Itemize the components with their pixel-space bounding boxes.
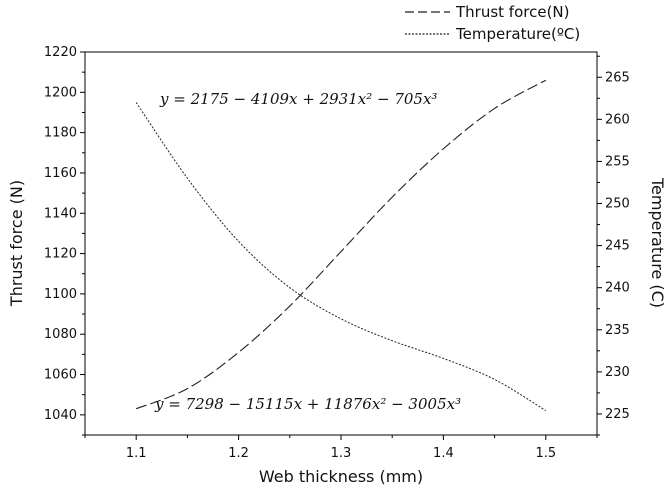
x-tick-label: 1.4 — [433, 446, 454, 461]
left-tick-label: 1140 — [44, 206, 77, 221]
right-tick-label: 240 — [605, 281, 630, 296]
left-tick-label: 1100 — [44, 287, 77, 302]
legend: Thrust force(N) Temperature(ºC) — [405, 3, 580, 43]
plot-area-frame — [84, 51, 598, 436]
x-axis-title: Web thickness (mm) — [259, 467, 423, 486]
left-tick-label: 1160 — [44, 166, 77, 181]
series-line-thrust-force — [135, 79, 547, 410]
right-tick-label: 230 — [605, 365, 630, 380]
legend-label-thrust: Thrust force(N) — [455, 3, 570, 21]
left-tick-label: 1220 — [44, 45, 77, 60]
axes-ticks: 1.1 1.2 1.3 1.4 1.5 1040 1060 1080 1100 1120 1140 1… — [44, 45, 630, 461]
right-tick-label: 255 — [605, 154, 630, 169]
equation-thrust-force: y = 2175 − 4109x + 2931x² − 705x³ — [159, 90, 437, 108]
x-tick-label: 1.3 — [331, 446, 352, 461]
right-tick-label: 260 — [605, 112, 630, 127]
left-axis-title: Thrust force (N) — [7, 180, 26, 307]
left-tick-label: 1040 — [44, 408, 77, 423]
left-tick-label: 1180 — [44, 126, 77, 141]
left-tick-label: 1080 — [44, 327, 77, 342]
right-tick-label: 265 — [605, 70, 630, 85]
right-tick-label: 250 — [605, 197, 630, 212]
x-tick-label: 1.2 — [228, 446, 249, 461]
series-lines — [135, 79, 547, 412]
left-tick-label: 1060 — [44, 368, 77, 383]
right-tick-label: 225 — [605, 407, 630, 422]
legend-label-temperature: Temperature(ºC) — [455, 25, 580, 43]
left-tick-label: 1200 — [44, 85, 77, 100]
right-axis-title: Temperature (C) — [648, 177, 667, 308]
right-tick-label: 245 — [605, 239, 630, 254]
equation-temperature: y = 7298 − 15115x + 11876x² − 3005x³ — [154, 395, 461, 413]
x-tick-label: 1.1 — [126, 446, 147, 461]
right-tick-label: 235 — [605, 323, 630, 338]
series-line-temperature — [135, 102, 547, 412]
x-tick-label: 1.5 — [535, 446, 556, 461]
left-tick-label: 1120 — [44, 247, 77, 262]
